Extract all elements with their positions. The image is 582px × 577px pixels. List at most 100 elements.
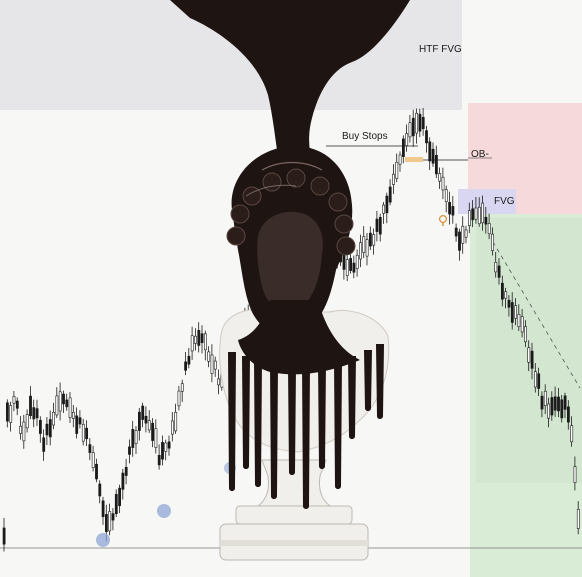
candle: [415, 108, 419, 144]
candle: [411, 109, 415, 147]
candle-body: [147, 420, 151, 431]
candle-body: [553, 396, 557, 411]
candle-body: [372, 234, 376, 246]
candle: [382, 202, 386, 224]
candle: [95, 458, 98, 483]
candle: [378, 213, 382, 242]
candle: [121, 468, 125, 500]
candle: [171, 412, 174, 442]
candle-body: [464, 229, 468, 238]
candle: [487, 213, 491, 240]
candle-body: [45, 423, 49, 436]
candle: [553, 386, 557, 417]
candle-body: [540, 395, 544, 410]
candle-body: [349, 258, 353, 271]
candle-body: [213, 360, 217, 370]
candle-body: [88, 444, 92, 453]
candle-body: [190, 335, 194, 352]
candle-body: [32, 407, 36, 420]
candle-body: [131, 429, 135, 448]
candle: [477, 197, 481, 227]
candle: [504, 287, 508, 309]
candle-body: [62, 393, 65, 405]
ink-drip: [334, 360, 342, 489]
candle: [527, 340, 531, 372]
hair-curl: [328, 192, 348, 212]
candle: [65, 393, 69, 411]
candle: [365, 233, 369, 266]
candle: [392, 164, 395, 194]
candle: [573, 456, 577, 491]
candle-body: [138, 411, 141, 431]
candle: [355, 249, 359, 277]
candle: [359, 234, 362, 268]
candle-body: [12, 396, 16, 404]
candle-body: [72, 411, 75, 419]
candle: [2, 517, 6, 552]
candle: [22, 414, 26, 449]
candle-body: [527, 347, 531, 363]
candle-body: [85, 427, 89, 440]
htf-fvg-label: HTF FVG: [419, 44, 462, 55]
candle-body: [365, 239, 369, 257]
candle-body: [487, 223, 491, 235]
candle: [451, 195, 455, 224]
candle: [434, 145, 438, 179]
candle: [98, 480, 102, 504]
candle: [362, 226, 366, 259]
fvg-label: FVG: [494, 196, 515, 207]
candle: [372, 228, 376, 255]
ink-drip: [254, 360, 262, 487]
candle-body: [25, 414, 29, 429]
candle: [174, 403, 178, 434]
candle: [154, 419, 158, 454]
candle-body: [461, 225, 465, 244]
candle-body: [550, 397, 554, 416]
candle: [141, 402, 145, 428]
candle-body: [75, 415, 79, 434]
candle: [35, 399, 39, 427]
candle: [448, 191, 452, 225]
candle: [352, 255, 356, 279]
candle-body: [105, 514, 108, 532]
hair-curl: [310, 176, 330, 196]
candle: [88, 438, 92, 461]
candle: [6, 399, 9, 428]
candle-body: [451, 206, 455, 216]
candle: [349, 251, 353, 274]
candle-body: [78, 417, 82, 425]
candle-body: [566, 406, 570, 423]
hair-curl: [286, 168, 306, 188]
candle-body: [408, 122, 412, 138]
candle-body: [428, 141, 432, 162]
candle-body: [425, 130, 428, 144]
candle-body: [345, 259, 349, 276]
candle: [467, 202, 471, 234]
candle-body: [392, 173, 395, 185]
candle-body: [378, 217, 382, 235]
sweep-marker: [96, 533, 110, 547]
candle: [124, 458, 128, 485]
candle-body: [474, 207, 478, 220]
candle-body: [444, 189, 448, 203]
buy-stops-label: Buy Stops: [342, 131, 388, 142]
candle-body: [65, 399, 69, 408]
ink-drip: [228, 352, 236, 491]
candle: [345, 254, 349, 282]
candle: [167, 435, 171, 456]
candle-body: [108, 511, 112, 532]
candle: [431, 142, 435, 167]
candle-body: [187, 355, 191, 365]
ink-drip: [376, 344, 384, 419]
candle-body: [121, 472, 125, 490]
candle-body: [124, 467, 128, 476]
candle-body: [375, 218, 379, 232]
neck-drape: [238, 300, 360, 375]
candle-body: [557, 396, 560, 412]
candle-body: [434, 154, 438, 175]
candle-body: [500, 282, 504, 300]
candle-body: [200, 333, 204, 344]
candle: [134, 426, 138, 454]
